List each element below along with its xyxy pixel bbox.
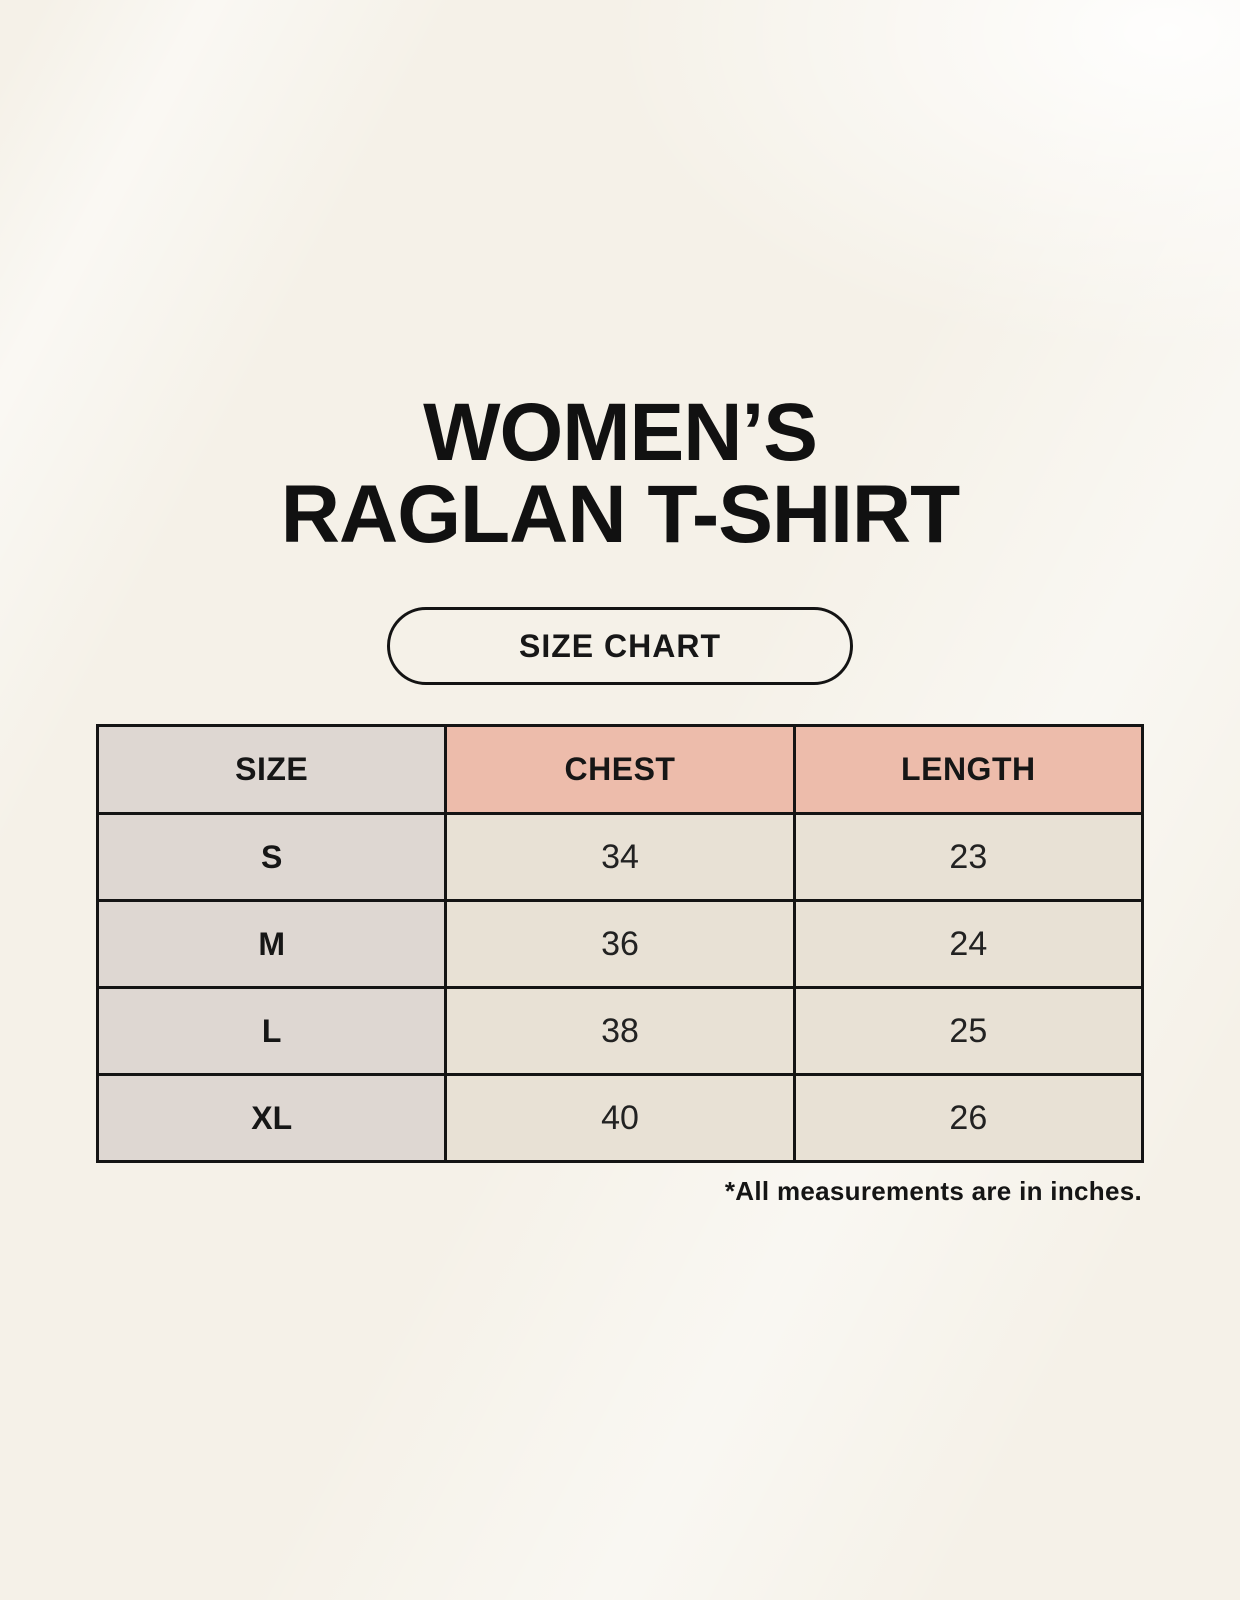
page-title: WOMEN’S RAGLAN T-SHIRT (0, 392, 1240, 556)
table-row-s: S 34 23 (95, 812, 1145, 902)
page-title-line2: RAGLAN T-SHIRT (280, 469, 960, 560)
length-cell: 23 (792, 812, 1145, 902)
column-header-length: LENGTH (792, 724, 1145, 815)
length-cell: 24 (792, 899, 1145, 989)
size-chart-badge-label: SIZE CHART (519, 627, 721, 664)
page-title-line1: WOMEN’S (423, 387, 818, 478)
header-row: SIZE CHEST LENGTH (95, 724, 1145, 815)
title-block: WOMEN’S RAGLAN T-SHIRT (0, 0, 1240, 556)
badge-row: SIZE CHART (0, 607, 1240, 685)
chest-cell: 34 (444, 812, 796, 902)
table-row-l: L 38 25 (95, 986, 1145, 1076)
chest-cell: 38 (444, 986, 796, 1076)
size-cell: L (95, 986, 448, 1076)
chest-cell: 36 (444, 899, 796, 989)
chest-cell: 40 (444, 1073, 796, 1163)
size-chart-table: SIZE CHEST LENGTH S 34 23 M 36 24 L (95, 724, 1145, 1163)
size-chart-badge[interactable]: SIZE CHART (387, 607, 853, 685)
size-cell: M (95, 899, 448, 989)
size-cell: XL (95, 1073, 448, 1163)
column-header-size: SIZE (95, 724, 448, 815)
size-cell: S (95, 812, 448, 902)
table-row-m: M 36 24 (95, 899, 1145, 989)
table-row-xl: XL 40 26 (95, 1073, 1145, 1163)
measurements-footnote: *All measurements are in inches. (724, 1176, 1142, 1206)
size-chart-table-container: SIZE CHEST LENGTH S 34 23 M 36 24 L (95, 724, 1145, 1207)
length-cell: 25 (792, 986, 1145, 1076)
column-header-chest: CHEST (444, 724, 796, 815)
length-cell: 26 (792, 1073, 1145, 1163)
